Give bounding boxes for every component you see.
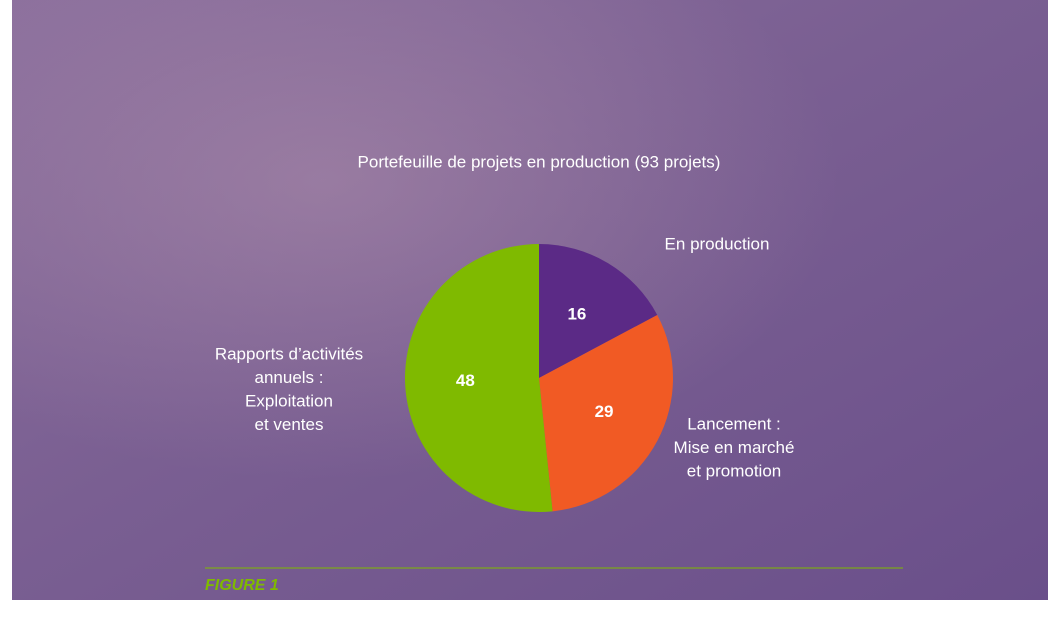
category-label: Lancement : bbox=[687, 414, 781, 433]
pie-slice bbox=[539, 244, 658, 378]
pie-slice bbox=[539, 314, 674, 512]
category-label: Mise en marché bbox=[674, 438, 795, 457]
data-label: 48 bbox=[456, 371, 475, 390]
category-label: Exploitation bbox=[245, 391, 333, 410]
data-label: 16 bbox=[567, 304, 586, 323]
category-label: et promotion bbox=[687, 461, 782, 480]
figure-caption: FIGURE 1 bbox=[205, 577, 279, 594]
category-label: Rapports d’activités bbox=[215, 344, 363, 363]
data-label: 29 bbox=[595, 402, 614, 421]
chart-title: Portefeuille de projets en production (9… bbox=[358, 152, 721, 171]
pie-slice bbox=[405, 244, 553, 512]
category-label: En production bbox=[665, 234, 770, 253]
category-label: et ventes bbox=[255, 415, 324, 434]
category-label: annuels : bbox=[255, 368, 324, 387]
